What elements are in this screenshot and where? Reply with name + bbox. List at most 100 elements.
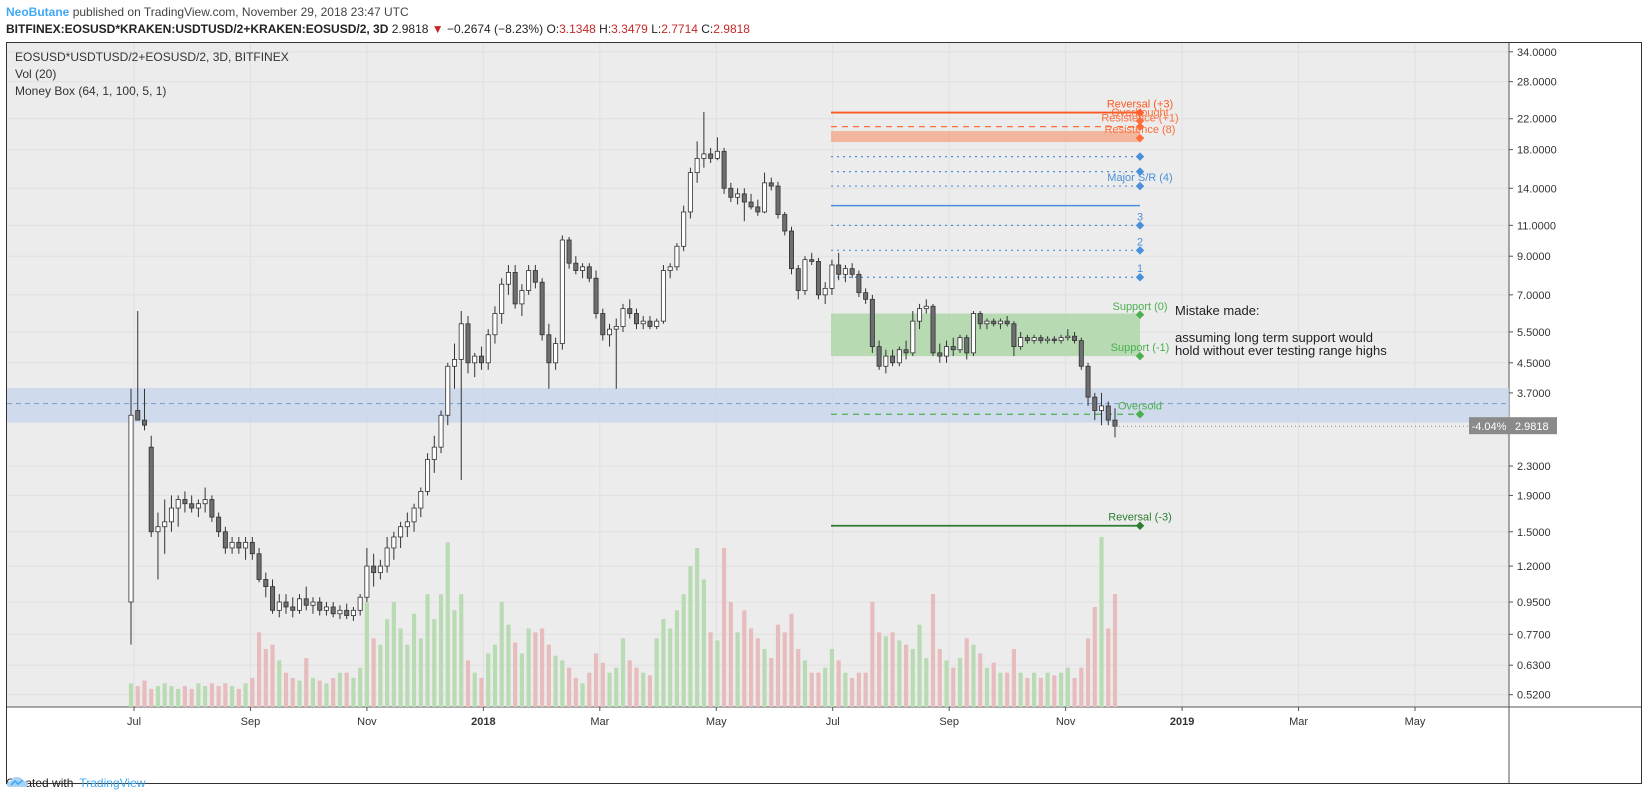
pct-badge — [1469, 417, 1509, 435]
volume-bar — [283, 672, 289, 707]
volume-bar — [304, 658, 309, 707]
level-label: Reversal (-3) — [1108, 512, 1172, 524]
y-tick-label: 14.0000 — [1517, 183, 1557, 195]
candle-body — [465, 323, 471, 364]
volume-bar — [142, 680, 147, 707]
volume-bar — [708, 632, 713, 707]
y-tick-label: 1.5000 — [1517, 527, 1551, 539]
candle-body — [411, 507, 417, 523]
candle-body — [290, 606, 296, 611]
volume-bar — [903, 644, 909, 707]
y-tick-label: 0.6300 — [1517, 660, 1551, 672]
candle-body — [694, 157, 700, 173]
volume-bar — [513, 642, 518, 707]
candle-body — [323, 606, 329, 611]
candle-body — [418, 491, 424, 509]
volume-bar — [425, 594, 430, 707]
volume-bar — [1058, 672, 1064, 707]
volume-bar — [924, 658, 929, 707]
volume-bar — [1085, 638, 1091, 707]
candle-body — [452, 359, 457, 367]
symbol-line: BITFINEX:EOSUSD*KRAKEN:USDTUSD/2+KRAKEN:… — [6, 22, 750, 36]
candle-body — [1051, 338, 1057, 341]
volume-bar — [1079, 667, 1084, 707]
volume-bar — [917, 624, 922, 707]
footer: Created with TradingView — [6, 776, 145, 790]
chart-frame[interactable]: 34.0000 28.0000 22.0000 18.0000 14.0000 11.00… — [6, 42, 1642, 784]
y-tick-label: 22.0000 — [1517, 114, 1557, 126]
candle-body — [438, 414, 444, 448]
range-band — [7, 387, 1509, 423]
volume-bar — [856, 672, 861, 707]
price-chart[interactable]: 34.0000 28.0000 22.0000 18.0000 14.0000 11.00… — [7, 43, 1641, 783]
candle-body — [1018, 337, 1024, 348]
pct-badge-label: -4.04% — [1472, 421, 1507, 433]
volume-legend[interactable]: Vol (20) — [15, 67, 57, 81]
candle-body — [270, 586, 276, 611]
candle-body — [303, 598, 309, 606]
plot-background — [7, 43, 1509, 707]
volume-bar — [998, 672, 1003, 707]
volume-bar — [270, 644, 275, 707]
open-value: 3.1348 — [559, 22, 596, 36]
y-tick-label: 5.5000 — [1517, 327, 1551, 339]
candle-body — [492, 313, 498, 336]
candle-body — [681, 211, 687, 247]
volume-bar — [411, 613, 417, 707]
level-marker — [1135, 351, 1145, 361]
price-badge — [1509, 417, 1557, 435]
candle-body — [957, 337, 963, 351]
volume-bar — [438, 594, 444, 707]
tradingview-link[interactable]: TradingView — [79, 776, 146, 790]
volume-bar — [149, 688, 154, 707]
volume-bar — [863, 672, 868, 707]
candle-body — [890, 355, 896, 364]
volume-bar — [877, 632, 882, 707]
candle-body — [593, 277, 599, 314]
candle-body — [1024, 337, 1030, 341]
volume-bar — [836, 660, 841, 707]
volume-bar — [971, 644, 976, 707]
candle-body — [330, 606, 336, 615]
indicator-legend[interactable]: Money Box (64, 1, 100, 5, 1) — [15, 84, 167, 98]
y-tick-label: 11.0000 — [1517, 220, 1556, 232]
volume-bar — [1045, 672, 1050, 707]
candle-body — [135, 410, 141, 421]
level-label: Support (-1) — [1111, 342, 1170, 354]
volume-bar — [823, 667, 828, 707]
volume-bar — [364, 602, 369, 707]
volume-bar — [850, 677, 855, 707]
level-label: Oversold — [1118, 400, 1162, 412]
candle-body — [930, 305, 936, 354]
x-tick-label: Nov — [357, 716, 377, 728]
candle-body — [775, 185, 781, 215]
volume-bar — [459, 594, 464, 707]
candle-body — [377, 565, 383, 574]
volume-bar — [620, 638, 626, 707]
publish-info: published on TradingView.com, November 2… — [72, 5, 409, 19]
author-link[interactable]: NeoButane — [6, 5, 70, 19]
series-legend[interactable]: EOSUSD*USDTUSD/2+EOSUSD/2, 3D, BITFINEX — [15, 50, 289, 64]
candle-body — [168, 507, 174, 523]
volume-bar — [1025, 677, 1030, 707]
low-value: 2.7714 — [661, 22, 698, 36]
annotation-line: hold without ever testing range highs — [1175, 343, 1387, 358]
candle-body — [236, 541, 242, 549]
volume-bar — [371, 638, 376, 707]
volume-bar — [263, 648, 268, 707]
annotation-title: Mistake made: — [1175, 303, 1260, 318]
volume-bar — [324, 683, 329, 707]
x-tick-label: May — [1405, 716, 1426, 728]
y-tick-label: 4.5000 — [1517, 358, 1551, 370]
level-label: Support (0) — [1112, 301, 1167, 313]
volume-bar — [418, 638, 423, 707]
volume-bar — [506, 624, 511, 707]
candle-body — [654, 320, 660, 327]
candle-body — [647, 320, 653, 327]
candle-body — [735, 193, 741, 198]
candle-body — [977, 313, 983, 325]
volume-bar — [1112, 594, 1118, 707]
volume-bar — [829, 648, 835, 707]
volume-bar — [809, 672, 814, 707]
candle-body — [445, 365, 451, 416]
